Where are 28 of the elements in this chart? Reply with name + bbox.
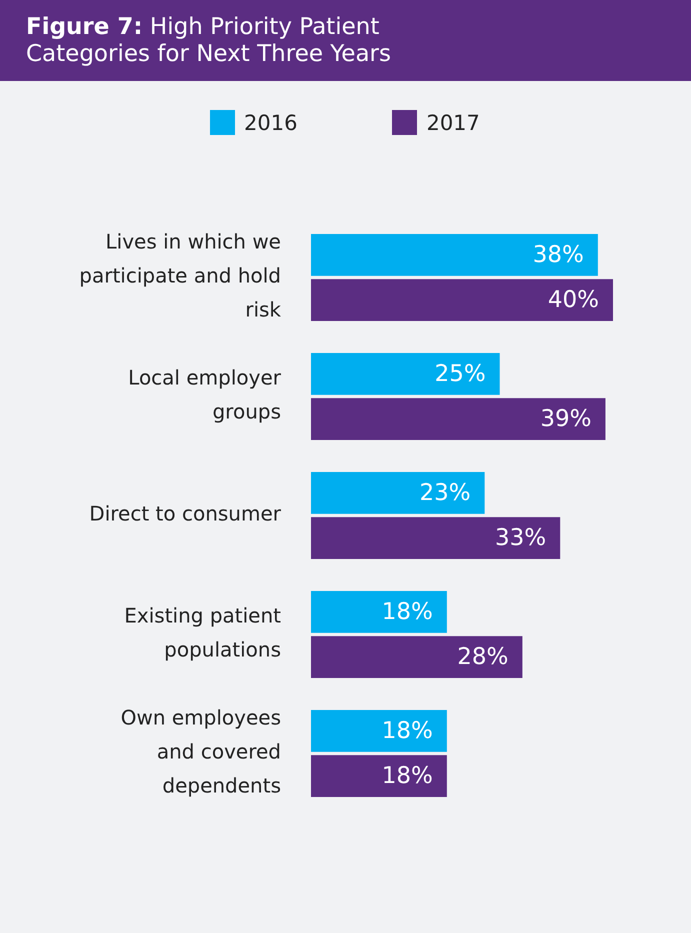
y-tick-label: Local employer groups	[128, 366, 282, 424]
data-label: 38%	[532, 242, 584, 268]
y-tick-label: Existing patient populations	[124, 604, 282, 662]
y-tick-label: Own employees and covered dependents	[120, 706, 281, 798]
chart-title: Figure 7: High Priority Patient Categories for Next Three Years	[26, 14, 392, 68]
bar	[311, 591, 447, 633]
data-label: 18%	[382, 598, 433, 625]
data-label: 33%	[495, 524, 546, 551]
data-label: 18%	[382, 718, 433, 744]
data-label: 39%	[540, 406, 592, 432]
legend-label: 2016	[244, 110, 298, 134]
data-label: 40%	[548, 286, 599, 313]
data-label: 25%	[434, 360, 486, 387]
bar	[311, 517, 560, 559]
bar	[311, 353, 500, 395]
data-label: 23%	[420, 480, 471, 506]
bar	[311, 636, 522, 678]
bar	[311, 472, 485, 514]
bar	[311, 398, 606, 440]
bar	[311, 279, 613, 321]
y-tick-label: Direct to consumer	[89, 502, 282, 526]
bar	[311, 710, 447, 752]
data-label: 18%	[382, 762, 433, 789]
y-tick-label: Lives in which we participate and hold risk	[79, 230, 282, 322]
legend-label: 2017	[426, 110, 480, 134]
data-label: 28%	[457, 644, 508, 670]
bar	[311, 234, 598, 276]
bar	[311, 755, 447, 797]
